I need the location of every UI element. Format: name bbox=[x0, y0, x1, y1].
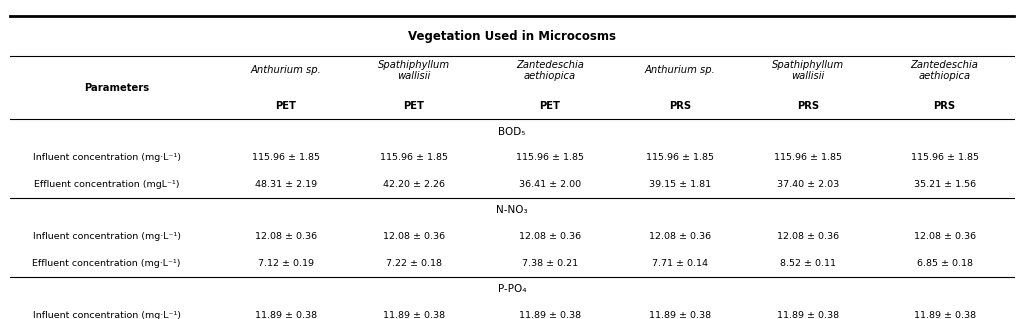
Text: Anthurium sp.: Anthurium sp. bbox=[645, 65, 716, 75]
Text: Influent concentration (mg·L⁻¹): Influent concentration (mg·L⁻¹) bbox=[33, 153, 180, 162]
Text: 7.22 ± 0.18: 7.22 ± 0.18 bbox=[386, 259, 442, 268]
Text: 8.52 ± 0.11: 8.52 ± 0.11 bbox=[780, 259, 836, 268]
Text: P-PO₄: P-PO₄ bbox=[498, 284, 526, 294]
Text: Influent concentration (mg·L⁻¹): Influent concentration (mg·L⁻¹) bbox=[33, 310, 180, 319]
Text: PET: PET bbox=[540, 101, 560, 111]
Text: Spathiphyllum
wallisii: Spathiphyllum wallisii bbox=[772, 60, 844, 81]
Text: 42.20 ± 2.26: 42.20 ± 2.26 bbox=[383, 180, 445, 189]
Text: 39.15 ± 1.81: 39.15 ± 1.81 bbox=[649, 180, 712, 189]
Text: 11.89 ± 0.38: 11.89 ± 0.38 bbox=[913, 310, 976, 319]
Text: 7.12 ± 0.19: 7.12 ± 0.19 bbox=[258, 259, 314, 268]
Text: Anthurium sp.: Anthurium sp. bbox=[251, 65, 322, 75]
Text: PRS: PRS bbox=[669, 101, 691, 111]
Text: 115.96 ± 1.85: 115.96 ± 1.85 bbox=[774, 153, 842, 162]
Text: Spathiphyllum
wallisii: Spathiphyllum wallisii bbox=[378, 60, 451, 81]
Text: 12.08 ± 0.36: 12.08 ± 0.36 bbox=[777, 232, 839, 241]
Text: 12.08 ± 0.36: 12.08 ± 0.36 bbox=[913, 232, 976, 241]
Text: 115.96 ± 1.85: 115.96 ± 1.85 bbox=[910, 153, 979, 162]
Text: 7.38 ± 0.21: 7.38 ± 0.21 bbox=[521, 259, 578, 268]
Text: Zantedeschia
aethiopica: Zantedeschia aethiopica bbox=[516, 60, 584, 81]
Text: N-NO₃: N-NO₃ bbox=[497, 205, 527, 215]
Text: 12.08 ± 0.36: 12.08 ± 0.36 bbox=[649, 232, 712, 241]
Text: 11.89 ± 0.38: 11.89 ± 0.38 bbox=[255, 310, 316, 319]
Text: Influent concentration (mg·L⁻¹): Influent concentration (mg·L⁻¹) bbox=[33, 232, 180, 241]
Text: Zantedeschia
aethiopica: Zantedeschia aethiopica bbox=[910, 60, 979, 81]
Text: 11.89 ± 0.38: 11.89 ± 0.38 bbox=[383, 310, 445, 319]
Text: 115.96 ± 1.85: 115.96 ± 1.85 bbox=[646, 153, 714, 162]
Text: 6.85 ± 0.18: 6.85 ± 0.18 bbox=[916, 259, 973, 268]
Text: 11.89 ± 0.38: 11.89 ± 0.38 bbox=[519, 310, 581, 319]
Text: 115.96 ± 1.85: 115.96 ± 1.85 bbox=[252, 153, 319, 162]
Text: 35.21 ± 1.56: 35.21 ± 1.56 bbox=[913, 180, 976, 189]
Text: BOD₅: BOD₅ bbox=[499, 127, 525, 137]
Text: 115.96 ± 1.85: 115.96 ± 1.85 bbox=[516, 153, 584, 162]
Text: PRS: PRS bbox=[797, 101, 819, 111]
Text: PET: PET bbox=[403, 101, 425, 111]
Text: 12.08 ± 0.36: 12.08 ± 0.36 bbox=[255, 232, 316, 241]
Text: 11.89 ± 0.38: 11.89 ± 0.38 bbox=[649, 310, 712, 319]
Text: 115.96 ± 1.85: 115.96 ± 1.85 bbox=[380, 153, 449, 162]
Text: Effluent concentration (mg·L⁻¹): Effluent concentration (mg·L⁻¹) bbox=[33, 259, 181, 268]
Text: Vegetation Used in Microcosms: Vegetation Used in Microcosms bbox=[408, 30, 616, 42]
Text: 12.08 ± 0.36: 12.08 ± 0.36 bbox=[383, 232, 445, 241]
Text: 37.40 ± 2.03: 37.40 ± 2.03 bbox=[777, 180, 839, 189]
Text: PET: PET bbox=[275, 101, 296, 111]
Text: Effluent concentration (mgL⁻¹): Effluent concentration (mgL⁻¹) bbox=[34, 180, 179, 189]
Text: 36.41 ± 2.00: 36.41 ± 2.00 bbox=[519, 180, 581, 189]
Text: 48.31 ± 2.19: 48.31 ± 2.19 bbox=[255, 180, 316, 189]
Text: 12.08 ± 0.36: 12.08 ± 0.36 bbox=[519, 232, 581, 241]
Text: Parameters: Parameters bbox=[84, 83, 150, 93]
Text: 7.71 ± 0.14: 7.71 ± 0.14 bbox=[652, 259, 709, 268]
Text: 11.89 ± 0.38: 11.89 ± 0.38 bbox=[777, 310, 839, 319]
Text: PRS: PRS bbox=[934, 101, 955, 111]
